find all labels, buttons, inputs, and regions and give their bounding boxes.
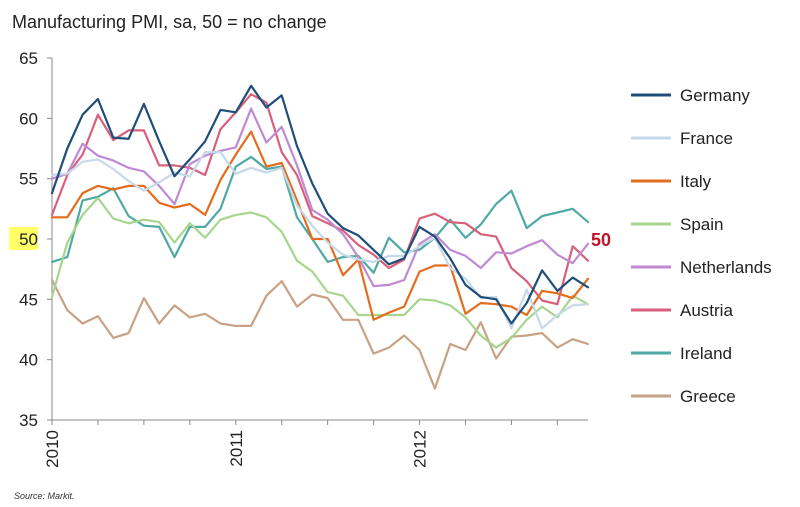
legend-item-germany: Germany <box>631 86 750 105</box>
y-tick-label: 55 <box>19 170 38 189</box>
series-line-spain <box>50 196 590 349</box>
source-note: Source: Markit. <box>14 491 75 501</box>
y-tick-label: 45 <box>19 290 38 309</box>
y-tick-highlight <box>9 227 38 250</box>
series-line-france <box>50 151 590 330</box>
x-tick-label: 2011 <box>227 430 246 467</box>
chart-title: Manufacturing PMI, sa, 50 = no change <box>12 12 327 32</box>
legend-label: Germany <box>680 86 750 105</box>
x-tick-label: 2012 <box>411 430 430 468</box>
legend-item-netherlands: Netherlands <box>631 258 772 277</box>
y-axis: 35 40 45 50 55 60 65 <box>9 49 53 430</box>
legend-label: Ireland <box>680 344 732 363</box>
series-line-ireland <box>50 155 590 274</box>
legend-label: France <box>680 129 733 148</box>
legend-item-austria: Austria <box>631 301 733 320</box>
y-tick-label: 40 <box>19 351 38 370</box>
series-lines <box>50 84 590 390</box>
reference-level-label: 50 <box>591 230 611 250</box>
x-tick-label: 2010 <box>43 430 62 468</box>
legend: Germany France Italy Spain Netherlands Austri… <box>631 86 772 406</box>
y-tick-label: 35 <box>19 411 38 430</box>
legend-label: Italy <box>680 172 712 191</box>
legend-label: Austria <box>680 301 733 320</box>
series-line-netherlands <box>50 107 590 288</box>
legend-item-spain: Spain <box>631 215 723 234</box>
y-tick-label: 50 <box>19 230 38 249</box>
y-tick-label: 65 <box>19 49 38 68</box>
y-tick-label: 60 <box>19 109 38 128</box>
series-line-greece <box>50 278 590 390</box>
legend-label: Spain <box>680 215 723 234</box>
legend-item-france: France <box>631 129 733 148</box>
legend-item-greece: Greece <box>631 387 736 406</box>
legend-label: Netherlands <box>680 258 772 277</box>
series-line-austria <box>50 93 590 306</box>
series-line-italy <box>50 130 590 321</box>
x-axis: 2010 2011 2012 <box>43 419 588 468</box>
legend-label: Greece <box>680 387 736 406</box>
legend-item-ireland: Ireland <box>631 344 732 363</box>
legend-item-italy: Italy <box>631 172 712 191</box>
series-line-germany <box>50 84 590 325</box>
